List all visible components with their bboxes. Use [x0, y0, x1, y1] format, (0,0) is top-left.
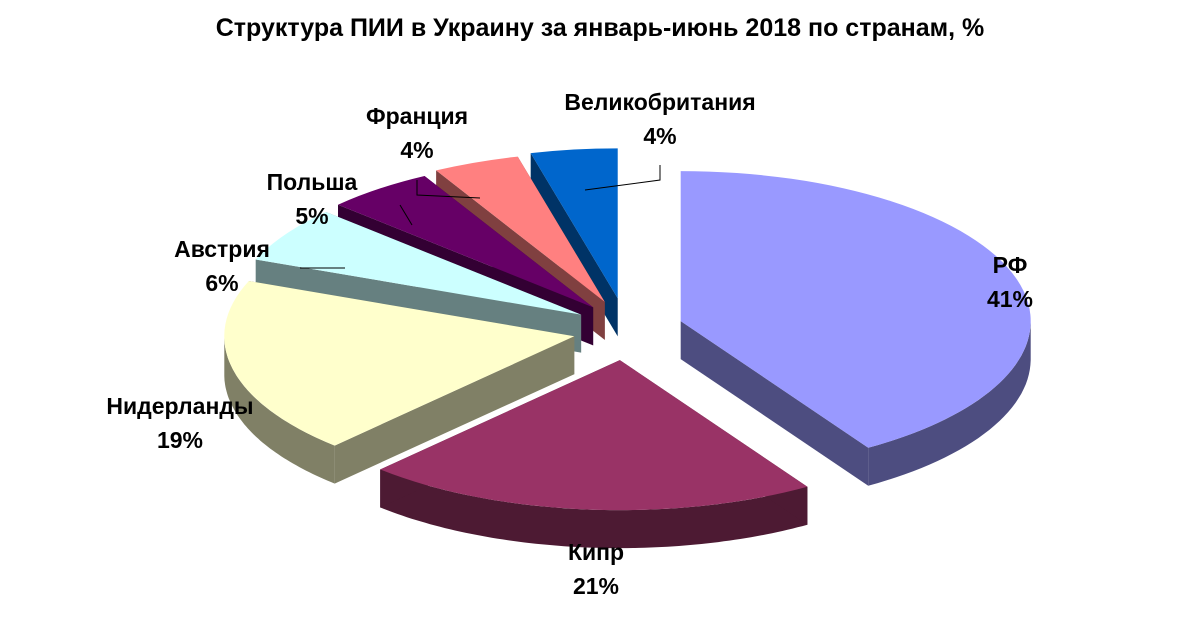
slice-label-value: 41% [987, 286, 1033, 312]
slice-label-name: Польша [267, 169, 358, 195]
slice-wall-3-start [334, 336, 575, 484]
slice-side-1 [868, 322, 1031, 486]
slice-label-value: 4% [643, 123, 676, 149]
slice-4 [255, 211, 582, 315]
leader-line-6 [416, 180, 481, 199]
leader-line-5 [399, 204, 413, 226]
slice-label-value: 4% [400, 137, 433, 163]
slice-side-2 [380, 469, 808, 549]
slice-label-name: Нидерланды [106, 393, 253, 419]
slice-label-value: 19% [157, 427, 203, 453]
slice-label-name: Австрия [174, 236, 270, 262]
slice-labels-layer: РФ 41% Кипр 21% Нидерланды 19% Австрия 6% Польша… [106, 89, 1033, 599]
leader-line-7 [584, 165, 661, 191]
slice-label-name: РФ [993, 252, 1028, 278]
slice-2 [380, 360, 808, 511]
leader-lines-layer [300, 165, 661, 269]
slice-7 [530, 148, 618, 299]
slice-label-value: 21% [573, 573, 619, 599]
slice-1 [680, 171, 1031, 448]
chart-title: Структура ПИИ в Украину за январь-июнь 2… [215, 14, 985, 42]
slice-wall-1-end [680, 321, 869, 486]
slice-label-name: Великобритания [564, 89, 755, 115]
slice-label-value: 6% [205, 270, 238, 296]
slice-label-name: Франция [366, 103, 468, 129]
slice-label-value: 5% [295, 203, 328, 229]
slice-3 [224, 281, 575, 446]
slice-label-name: Кипр [568, 539, 624, 565]
slice-side-3 [224, 337, 335, 484]
slice-6 [436, 156, 605, 302]
